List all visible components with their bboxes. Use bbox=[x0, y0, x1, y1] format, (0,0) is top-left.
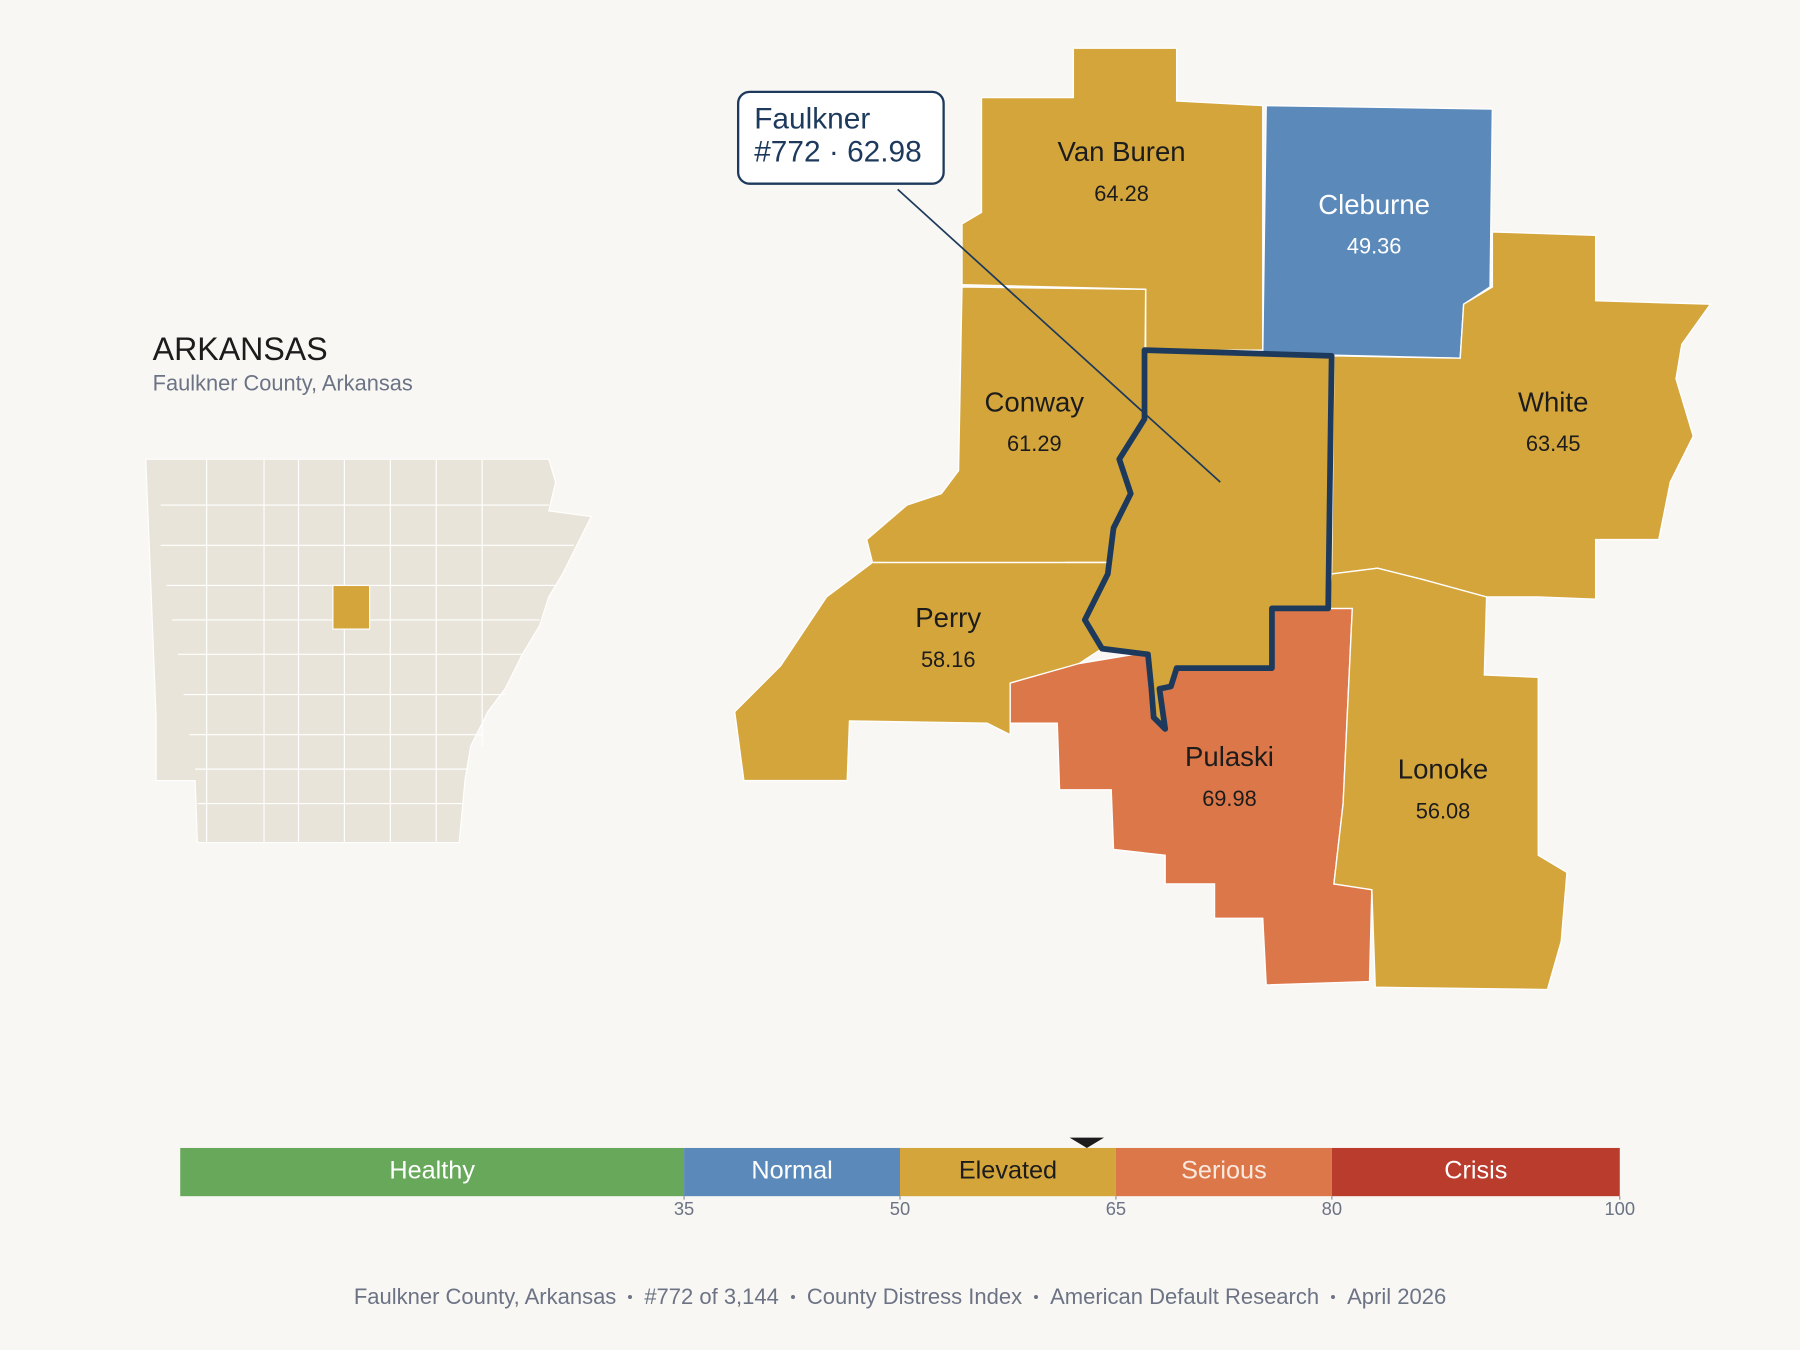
callout-detail: #772 · 62.98 bbox=[754, 136, 922, 169]
legend-tick-label: 100 bbox=[1604, 1198, 1635, 1219]
footer-separator bbox=[628, 1295, 633, 1299]
county-name: Lonoke bbox=[1398, 754, 1488, 785]
county-name: Cleburne bbox=[1318, 189, 1430, 220]
legend-tick-label: 35 bbox=[674, 1198, 694, 1219]
county-value: 58.16 bbox=[921, 647, 976, 672]
county-value: 56.08 bbox=[1416, 799, 1471, 824]
county-value: 61.29 bbox=[1007, 431, 1062, 456]
legend-band-label: Crisis bbox=[1444, 1157, 1507, 1185]
callout-leader bbox=[897, 188, 1221, 483]
legend-band-label: Serious bbox=[1181, 1157, 1267, 1185]
legend-band bbox=[1115, 1147, 1332, 1197]
state-outline bbox=[145, 458, 593, 844]
footer-item: Faulkner County, Arkansas bbox=[353, 1284, 617, 1309]
county-value: 63.45 bbox=[1526, 431, 1581, 456]
county-name: Perry bbox=[915, 602, 981, 633]
legend-tick-label: 50 bbox=[890, 1198, 910, 1219]
legend-band bbox=[180, 1147, 685, 1197]
county-name: White bbox=[1518, 386, 1588, 417]
county-name: Pulaski bbox=[1185, 741, 1274, 772]
footer-item: County Distress Index bbox=[806, 1284, 1023, 1309]
footer-separator bbox=[790, 1295, 795, 1299]
callout-name: Faulkner bbox=[754, 102, 870, 135]
county-value: 49.36 bbox=[1347, 234, 1402, 259]
footer-item: #772 of 3,144 bbox=[644, 1284, 779, 1309]
legend-tick-label: 65 bbox=[1106, 1198, 1126, 1219]
legend-band bbox=[900, 1147, 1116, 1197]
footer-item: April 2026 bbox=[1347, 1284, 1447, 1309]
county-value: 69.98 bbox=[1202, 786, 1257, 811]
legend-marker bbox=[1069, 1137, 1105, 1148]
county bbox=[1327, 567, 1568, 991]
county-name: Conway bbox=[985, 386, 1085, 417]
inset-focus-county bbox=[332, 584, 371, 630]
footer: Faulkner County, Arkansas #772 of 3,144 Co… bbox=[0, 1284, 1800, 1310]
legend-band bbox=[1331, 1147, 1620, 1197]
callout-box bbox=[736, 90, 945, 185]
legend-band bbox=[684, 1147, 900, 1197]
county bbox=[1262, 104, 1494, 359]
focus-county bbox=[1081, 347, 1335, 732]
footer-item: American Default Research bbox=[1050, 1284, 1320, 1309]
legend-band-label: Healthy bbox=[389, 1157, 475, 1185]
county-name: Van Buren bbox=[1057, 136, 1185, 167]
county-value: 64.28 bbox=[1094, 181, 1149, 206]
footer-separator bbox=[1331, 1295, 1336, 1299]
county bbox=[865, 286, 1147, 566]
legend-band-label: Normal bbox=[751, 1157, 832, 1185]
legend-band-label: Elevated bbox=[959, 1157, 1057, 1185]
legend-tick-label: 80 bbox=[1322, 1198, 1342, 1219]
subtitle: Faulkner County, Arkansas bbox=[153, 370, 413, 395]
footer-separator bbox=[1034, 1295, 1039, 1299]
state-title: ARKANSAS bbox=[153, 331, 328, 367]
